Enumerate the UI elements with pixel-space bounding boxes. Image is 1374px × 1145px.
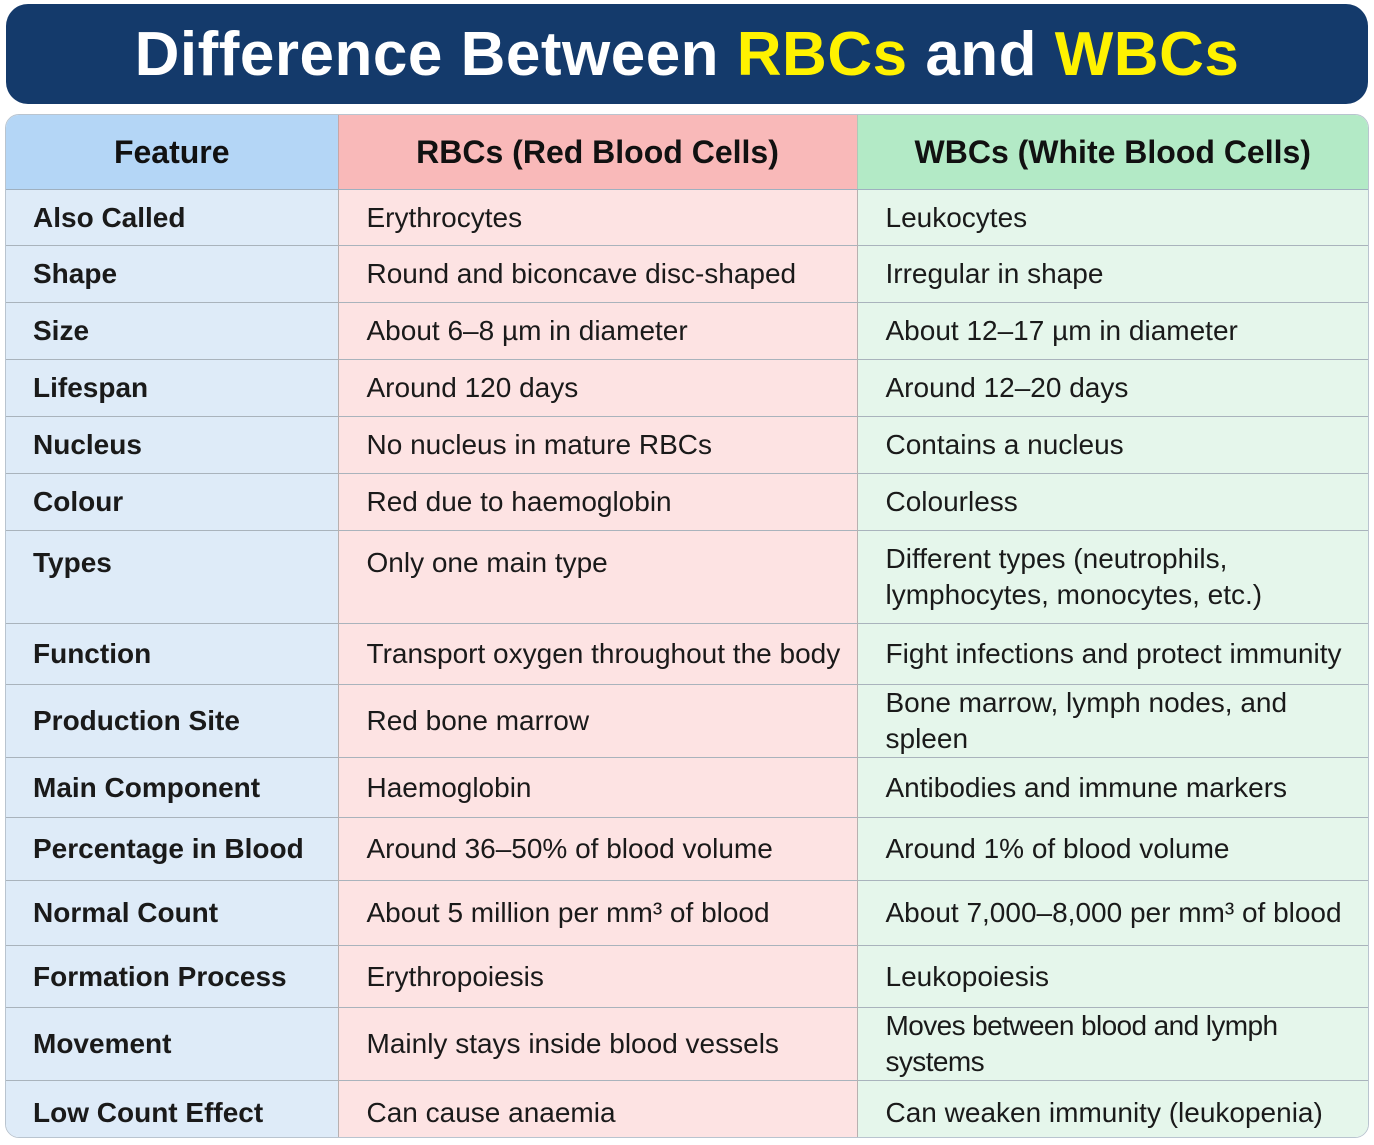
rbc-cell: About 5 million per mm³ of blood (337, 880, 857, 946)
feature-cell: Colour (6, 473, 338, 531)
wbc-cell: Antibodies and immune markers (856, 757, 1368, 818)
feature-cell: Percentage in Blood (6, 817, 338, 881)
wbc-cell: Colourless (856, 473, 1368, 531)
rbc-cell: Haemoglobin (337, 757, 857, 818)
header-feature: Feature (6, 115, 338, 190)
rbc-cell: Mainly stays inside blood vessels (337, 1007, 857, 1081)
wbc-cell: About 12–17 µm in diameter (856, 302, 1368, 360)
header-wbcs: WBCs (White Blood Cells) (856, 115, 1368, 190)
table-row: Colour Red due to haemoglobin Colourless (6, 473, 1368, 531)
feature-cell: Types (6, 530, 338, 624)
wbc-cell: Can weaken immunity (leukopenia) (856, 1080, 1368, 1137)
feature-cell: Production Site (6, 684, 338, 758)
wbc-cell: Leukocytes (856, 189, 1368, 246)
table-row: Low Count Effect Can cause anaemia Can wea… (6, 1080, 1368, 1137)
comparison-table: Feature RBCs (Red Blood Cells) WBCs (Whi… (6, 115, 1368, 1137)
table-row: Nucleus No nucleus in mature RBCs Contains… (6, 416, 1368, 474)
feature-cell: Function (6, 623, 338, 685)
feature-cell: Shape (6, 245, 338, 303)
table-row: Size About 6–8 µm in diameter About 12–17 … (6, 302, 1368, 360)
table-row: Main Component Haemoglobin Antibodies and … (6, 757, 1368, 818)
wbc-cell: Fight infections and protect immunity (856, 623, 1368, 685)
wbc-cell: Bone marrow, lymph nodes, and spleen (856, 684, 1368, 758)
rbc-cell: About 6–8 µm in diameter (337, 302, 857, 360)
wbc-cell: Around 12–20 days (856, 359, 1368, 417)
feature-cell: Lifespan (6, 359, 338, 417)
rbc-cell: Red bone marrow (337, 684, 857, 758)
page-title: Difference Between RBCs and WBCs (135, 19, 1240, 90)
rbc-cell: Around 120 days (337, 359, 857, 417)
rbc-cell: Red due to haemoglobin (337, 473, 857, 531)
feature-cell: Normal Count (6, 880, 338, 946)
wbc-cell: About 7,000–8,000 per mm³ of blood (856, 880, 1368, 946)
feature-cell: Also Called (6, 189, 338, 246)
rbc-cell: Transport oxygen throughout the body (337, 623, 857, 685)
rbc-cell: Round and biconcave disc-shaped (337, 245, 857, 303)
table-body: Also Called Erythrocytes Leukocytes Shape Ro… (6, 189, 1368, 1137)
rbc-cell: No nucleus in mature RBCs (337, 416, 857, 474)
title-part-2: and (907, 19, 1055, 89)
table-row: Types Only one main type Different types (… (6, 530, 1368, 624)
table-row: Lifespan Around 120 days Around 12–20 days (6, 359, 1368, 417)
table-row: Percentage in Blood Around 36–50% of bloo… (6, 817, 1368, 881)
rbc-cell: Around 36–50% of blood volume (337, 817, 857, 881)
table-row: Movement Mainly stays inside blood vessel… (6, 1007, 1368, 1081)
table-header-row: Feature RBCs (Red Blood Cells) WBCs (Whi… (6, 115, 1368, 190)
comparison-table-container: Feature RBCs (Red Blood Cells) WBCs (Whi… (5, 114, 1369, 1138)
rbc-cell: Only one main type (337, 530, 857, 624)
header-rbcs: RBCs (Red Blood Cells) (337, 115, 857, 190)
rbc-cell: Erythrocytes (337, 189, 857, 246)
table-row: Normal Count About 5 million per mm³ of b… (6, 880, 1368, 946)
table-row: Production Site Red bone marrow Bone marro… (6, 684, 1368, 758)
table-row: Function Transport oxygen throughout the … (6, 623, 1368, 685)
rbc-cell: Can cause anaemia (337, 1080, 857, 1137)
wbc-cell: Around 1% of blood volume (856, 817, 1368, 881)
feature-cell: Movement (6, 1007, 338, 1081)
table-row: Formation Process Erythropoiesis Leukopoie… (6, 945, 1368, 1008)
title-banner: Difference Between RBCs and WBCs (6, 4, 1368, 104)
feature-cell: Formation Process (6, 945, 338, 1008)
table-row: Also Called Erythrocytes Leukocytes (6, 189, 1368, 246)
wbc-cell: Irregular in shape (856, 245, 1368, 303)
wbc-cell: Contains a nucleus (856, 416, 1368, 474)
rbc-cell: Erythropoiesis (337, 945, 857, 1008)
feature-cell: Main Component (6, 757, 338, 818)
wbc-cell: Leukopoiesis (856, 945, 1368, 1008)
wbc-cell: Different types (neutrophils, lymphocyte… (856, 530, 1368, 624)
feature-cell: Nucleus (6, 416, 338, 474)
table-row: Shape Round and biconcave disc-shaped Irre… (6, 245, 1368, 303)
title-highlight-wbcs: WBCs (1054, 19, 1240, 89)
title-highlight-rbcs: RBCs (736, 19, 908, 89)
wbc-cell: Moves between blood and lymph systems (856, 1007, 1368, 1081)
feature-cell: Size (6, 302, 338, 360)
title-part-1: Difference Between (134, 19, 737, 89)
feature-cell: Low Count Effect (6, 1080, 338, 1137)
